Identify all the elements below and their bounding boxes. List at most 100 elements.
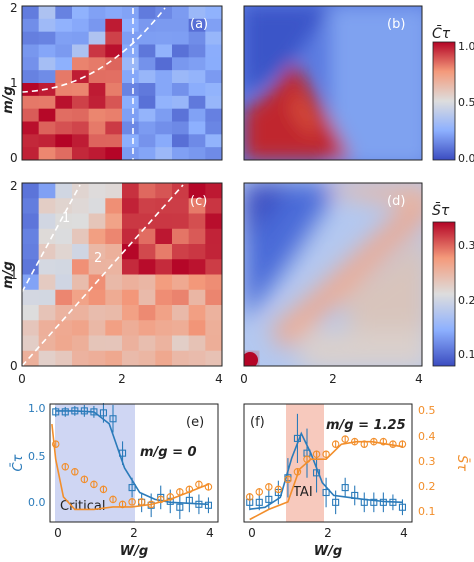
data-point-circle: [379, 437, 388, 446]
heatmap-c-cell: [38, 274, 56, 291]
panel-b: (b): [243, 5, 423, 161]
heatmap-c-cell: [172, 289, 190, 306]
heatmap-c-cell: [172, 274, 190, 291]
heatmap-a-cell: [55, 70, 73, 84]
heatmap-a-cell: [22, 108, 40, 122]
heatmap-c-cell: [172, 244, 190, 260]
heatmap-c-cell: [138, 198, 156, 214]
heatmap-c-cell: [155, 305, 173, 321]
heatmap-c-cell: [172, 320, 190, 336]
heatmap-a-cell: [188, 83, 206, 97]
heatmap-c-cell: [172, 183, 190, 199]
heatmap-a-cell: [105, 70, 123, 84]
heatmap-a-cell: [38, 57, 56, 71]
heatmap-a-cell: [155, 95, 173, 110]
data-point-circle: [331, 440, 340, 448]
panel-e: Critical (e) m/g = 0 C̄τ 1.0 0.5 0.0 0 2…: [11, 402, 219, 559]
heatmap-a-cell: [122, 6, 140, 20]
data-point-circle: [341, 435, 349, 443]
heatmap-c-cell: [38, 320, 56, 336]
heatmap-a-cell: [155, 31, 173, 45]
heatmap-a-cell: [155, 44, 173, 58]
heatmap-a-cell: [105, 147, 123, 161]
heatmap-c-cell: [105, 350, 123, 367]
heatmap-c-cell: [22, 305, 40, 321]
heatmap-a-cell: [22, 6, 40, 20]
heatmap-a-cell: [188, 147, 206, 161]
heatmap-c-cell: [188, 335, 206, 352]
data-point-circle: [109, 495, 117, 504]
data-point-circle: [71, 468, 79, 476]
critical-label: Critical: [60, 499, 105, 514]
y-tick-c-0: 0: [10, 359, 18, 373]
heatmap-c-cell: [138, 335, 156, 352]
heatmap-a-cell: [172, 147, 190, 161]
heatmap-c-cell: [122, 350, 140, 367]
left-tick-10: 1.0: [28, 402, 46, 415]
heatmap-a-cell: [55, 95, 73, 110]
right-tick-02: 0.2: [418, 480, 436, 493]
heatmap-a-cell: [122, 44, 140, 58]
dashed-line-2-c: [21, 184, 184, 367]
colorbar-s-gradient: [432, 221, 456, 367]
heatmap-a-cell: [88, 18, 106, 33]
heatmap-c-cell: [105, 305, 123, 321]
panel-a-label: (a): [190, 17, 208, 32]
heatmap-a-cell: [172, 6, 190, 20]
y-axis-a-label: m/g: [1, 86, 16, 114]
data-point-square: [265, 495, 273, 503]
heatmap-c-cell: [138, 274, 156, 291]
heatmap-c-cell: [172, 305, 190, 321]
heatmap-c-cell: [55, 289, 73, 306]
heatmap-a-cell: [205, 57, 223, 71]
heatmap-c-cell: [138, 289, 156, 306]
heatmap-a-cells: [22, 6, 223, 161]
heatmap-a-cell: [55, 134, 73, 148]
heatmap-c-cell: [88, 289, 106, 306]
heatmap-c-cell: [55, 198, 73, 214]
colorbar-s-label: S̄τ: [432, 201, 450, 219]
heatmap-a-cell: [155, 83, 173, 97]
heatmap-c-cell: [188, 350, 206, 367]
data-point-circle: [128, 498, 136, 506]
heatmap-a-cell: [122, 31, 140, 45]
x-tick-f-4: 4: [400, 526, 408, 540]
data-point-square: [341, 484, 349, 492]
heatmap-a-cell: [105, 95, 123, 110]
heatmap-c-cell: [122, 289, 140, 306]
heatmap-c-cell: [72, 259, 90, 275]
heatmap-c-cell: [172, 198, 190, 214]
heatmap-c-cell: [55, 244, 73, 260]
heatmap-c-cell: [205, 259, 223, 275]
heatmap-a-cell: [122, 95, 140, 110]
fit-line: [249, 440, 403, 521]
heatmap-a-cell: [172, 95, 190, 110]
heatmap-a-cell: [188, 134, 206, 148]
heatmap-a-cell: [122, 121, 140, 135]
heatmap-c-cell: [205, 335, 223, 352]
heatmap-c-cell: [155, 259, 173, 275]
heatmap-c-cell: [38, 183, 56, 199]
heatmap-c-cell: [105, 320, 123, 336]
data-point-circle: [274, 485, 283, 494]
heatmap-c-cell: [205, 228, 223, 245]
heatmap-c-cell: [72, 228, 90, 245]
x-tick-d-2: 2: [329, 372, 337, 386]
left-tick-00: 0.0: [28, 496, 46, 509]
heatmap-c-cell: [105, 244, 123, 260]
heatmap-c-cell: [155, 289, 173, 306]
heatmap-c-cell: [72, 183, 90, 199]
heatmap-a-cell: [55, 57, 73, 71]
heatmap-c-cell: [105, 228, 123, 245]
heatmap-a-cell: [88, 134, 106, 148]
heatmap-c-cell: [188, 228, 206, 245]
heatmap-a-cell: [55, 147, 73, 161]
heatmap-a-cell: [88, 121, 106, 135]
heatmap-a-cell: [122, 147, 140, 161]
heatmap-c-cell: [138, 259, 156, 275]
panel-d-frame: [243, 182, 423, 367]
heatmap-a-cell: [138, 134, 156, 148]
heatmap-c-cell: [172, 213, 190, 230]
heatmap-c-cell: [105, 274, 123, 291]
heatmap-c-cell: [205, 320, 223, 336]
